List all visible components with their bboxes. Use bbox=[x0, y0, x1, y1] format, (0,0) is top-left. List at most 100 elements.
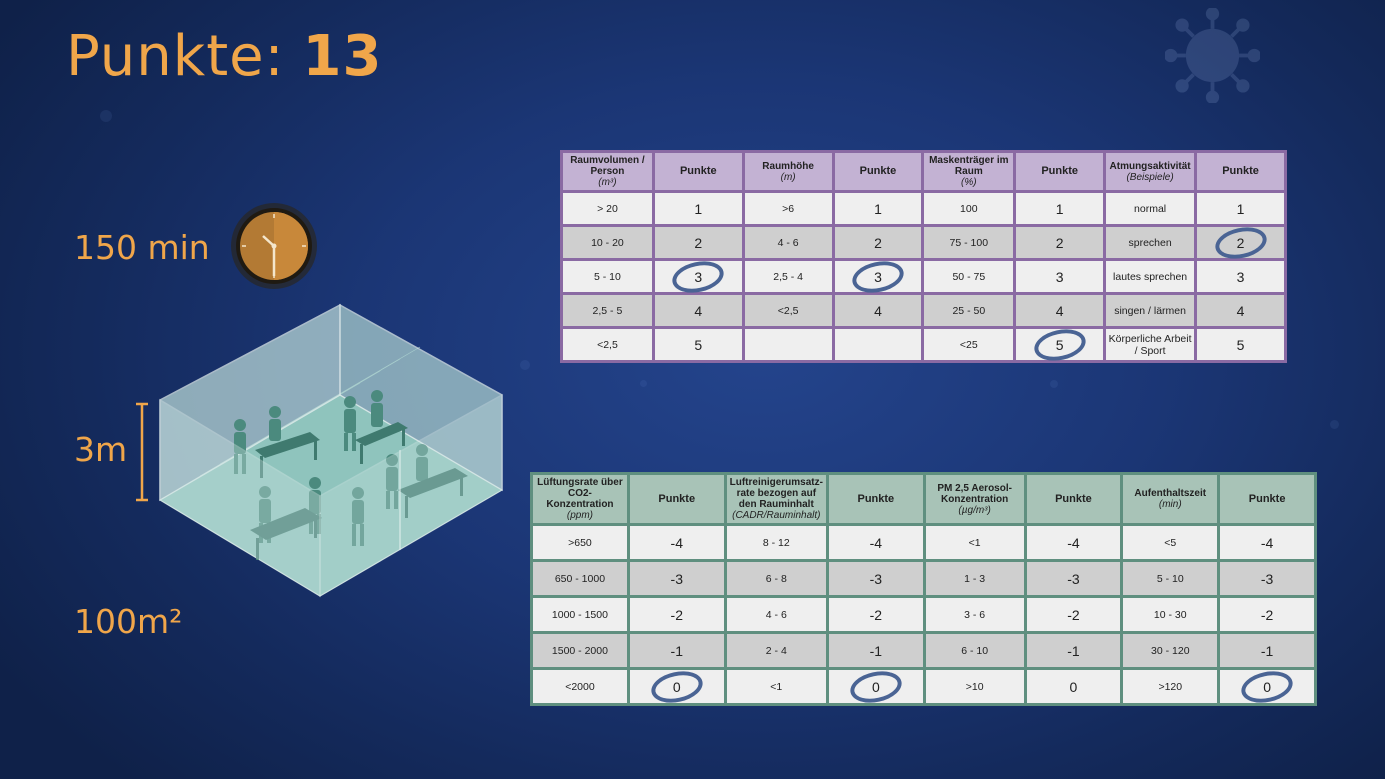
table-row: 650 - 1000 -3 6 - 8 -3 1 - 3 -3 5 - 10 -… bbox=[533, 562, 1314, 595]
table-cell: 6 - 8 bbox=[726, 562, 826, 595]
points-cell: 3 bbox=[1197, 261, 1284, 292]
points-cell: -4 bbox=[828, 526, 923, 559]
header-punkte: Punkte bbox=[1197, 153, 1284, 190]
points-cell: -1 bbox=[629, 634, 724, 667]
table-cell bbox=[744, 329, 832, 360]
points-cell: 3 bbox=[1016, 261, 1104, 292]
table-row: 5 - 10 3 2,5 - 4 3 50 - 75 3 lautes spre… bbox=[563, 256, 1284, 297]
table-cell: 10 - 20 bbox=[563, 227, 652, 258]
duration-label: 150 min bbox=[74, 228, 210, 267]
table-cell: >6 bbox=[744, 193, 832, 224]
points-cell-selected: 3 bbox=[834, 256, 922, 297]
clock-icon bbox=[231, 203, 317, 289]
points-cell: -3 bbox=[629, 562, 724, 595]
points-cell: 2 bbox=[1016, 227, 1104, 258]
header-lueftungsrate: Lüftungsrate über CO2-Konzentration (ppm) bbox=[533, 475, 627, 523]
points-cell: -1 bbox=[1026, 634, 1121, 667]
table-row: 1500 - 2000 -1 2 - 4 -1 6 - 10 -1 30 - 1… bbox=[533, 634, 1314, 667]
table-row: 2,5 - 5 4 <2,5 4 25 - 50 4 singen / lärm… bbox=[563, 295, 1284, 326]
points-cell: -1 bbox=[828, 634, 923, 667]
points-cell: 4 bbox=[654, 295, 742, 326]
table-cell: 2,5 - 5 bbox=[563, 295, 652, 326]
risk-table-top: Raumvolumen / Person (m³) Punkte Raumhöhe… bbox=[560, 150, 1287, 365]
table-cell: 5 - 10 bbox=[563, 261, 652, 292]
points-cell: 1 bbox=[1016, 193, 1104, 224]
points-cell: -3 bbox=[828, 562, 923, 595]
height-bracket-icon bbox=[136, 402, 148, 502]
table-cell: 1500 - 2000 bbox=[533, 634, 627, 667]
background-bokeh bbox=[100, 110, 112, 122]
room-area-label: 100m² bbox=[74, 602, 183, 641]
table-cell: <1 bbox=[726, 670, 826, 703]
header-aufenthaltszeit: Aufenthaltszeit (min) bbox=[1123, 475, 1218, 523]
table-cell: 3 - 6 bbox=[925, 598, 1024, 631]
table-cell: <5 bbox=[1123, 526, 1218, 559]
table-row: 10 - 20 2 4 - 6 2 75 - 100 2 sprechen 2 bbox=[563, 222, 1284, 263]
points-cell: 1 bbox=[654, 193, 742, 224]
table-cell: singen / lärmen bbox=[1106, 295, 1195, 326]
points-cell: 1 bbox=[834, 193, 922, 224]
points-cell: 1 bbox=[1197, 193, 1284, 224]
points-cell: -2 bbox=[1026, 598, 1121, 631]
table-cell: sprechen bbox=[1106, 227, 1195, 258]
points-cell: -1 bbox=[1220, 634, 1314, 667]
points-cell-selected: 3 bbox=[654, 256, 742, 297]
table-cell: >120 bbox=[1123, 670, 1218, 703]
table-cell: <2,5 bbox=[744, 295, 832, 326]
points-cell: 4 bbox=[1016, 295, 1104, 326]
table-cell: 30 - 120 bbox=[1123, 634, 1218, 667]
points-cell: 5 bbox=[654, 329, 742, 360]
table-cell: <1 bbox=[925, 526, 1024, 559]
table-cell: 75 - 100 bbox=[924, 227, 1014, 258]
background-bokeh bbox=[640, 380, 647, 387]
header-luftreiniger: Luftreinigerumsatz-rate bezogen auf den … bbox=[726, 475, 826, 523]
table-cell: normal bbox=[1106, 193, 1195, 224]
table-cell: 2,5 - 4 bbox=[744, 261, 832, 292]
points-cell: -3 bbox=[1220, 562, 1314, 595]
table-cell: >650 bbox=[533, 526, 627, 559]
table-cell: 650 - 1000 bbox=[533, 562, 627, 595]
points-cell: -4 bbox=[1026, 526, 1121, 559]
table-row: <2000 0 <1 0 >10 0 >120 0 bbox=[533, 666, 1314, 707]
table-cell: 1 - 3 bbox=[925, 562, 1024, 595]
table-row: >650 -4 8 - 12 -4 <1 -4 <5 -4 bbox=[533, 526, 1314, 559]
table-row: <2,5 5 <25 5 Körperliche Arbeit / Sport … bbox=[563, 324, 1284, 365]
table-cell: 1000 - 1500 bbox=[533, 598, 627, 631]
points-cell: 5 bbox=[1197, 329, 1284, 360]
points-cell-selected: 2 bbox=[1197, 222, 1284, 263]
table-cell: >10 bbox=[925, 670, 1024, 703]
points-cell: -2 bbox=[828, 598, 923, 631]
header-raumhoehe: Raumhöhe (m) bbox=[744, 153, 832, 190]
room-height-label: 3m bbox=[74, 430, 128, 469]
risk-table-bottom: Lüftungsrate über CO2-Konzentration (ppm)… bbox=[530, 472, 1317, 707]
table-row: 1000 - 1500 -2 4 - 6 -2 3 - 6 -2 10 - 30… bbox=[533, 598, 1314, 631]
table-cell: 10 - 30 bbox=[1123, 598, 1218, 631]
points-cell: 2 bbox=[834, 227, 922, 258]
header-punkte: Punkte bbox=[1016, 153, 1104, 190]
score-title: Punkte: 13 bbox=[66, 24, 382, 89]
table-cell: 2 - 4 bbox=[726, 634, 826, 667]
points-cell: -4 bbox=[1220, 526, 1314, 559]
header-raumvolumen: Raumvolumen / Person (m³) bbox=[563, 153, 652, 190]
header-punkte: Punkte bbox=[629, 475, 724, 523]
points-cell: 0 bbox=[1026, 670, 1121, 703]
table-cell: 25 - 50 bbox=[924, 295, 1014, 326]
points-cell-selected: 0 bbox=[1220, 666, 1314, 707]
table-cell: Körperliche Arbeit / Sport bbox=[1106, 329, 1195, 360]
header-pm25: PM 2,5 Aerosol-Konzentration (µg/m³) bbox=[925, 475, 1024, 523]
table-cell: 6 - 10 bbox=[925, 634, 1024, 667]
points-cell: 4 bbox=[834, 295, 922, 326]
background-bokeh bbox=[1330, 420, 1339, 429]
table-cell: 4 - 6 bbox=[744, 227, 832, 258]
table-cell: 4 - 6 bbox=[726, 598, 826, 631]
table-cell: 100 bbox=[924, 193, 1014, 224]
score-label: Punkte: bbox=[66, 24, 285, 89]
table-cell: 50 - 75 bbox=[924, 261, 1014, 292]
header-maskentraeger: Maskenträger im Raum (%) bbox=[924, 153, 1014, 190]
points-cell: -4 bbox=[629, 526, 724, 559]
points-cell: 4 bbox=[1197, 295, 1284, 326]
background-bokeh bbox=[1050, 380, 1058, 388]
table-cell: 5 - 10 bbox=[1123, 562, 1218, 595]
header-atmungsaktivitaet: Atmungsaktivität (Beispiele) bbox=[1106, 153, 1195, 190]
header-punkte: Punkte bbox=[1026, 475, 1121, 523]
